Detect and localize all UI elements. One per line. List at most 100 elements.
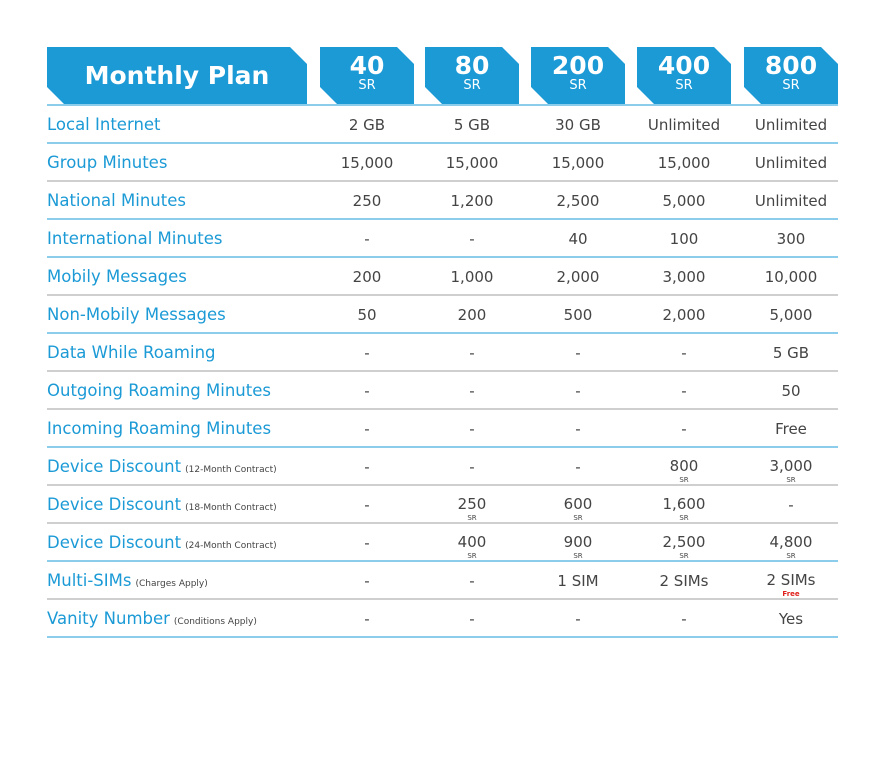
table-cell: - — [637, 600, 731, 638]
table-cell: 40 — [531, 220, 625, 258]
table-row: Local Internet 2 GB 5 GB 30 GB Unlimited Unli… — [47, 106, 838, 144]
row-label-text: Mobily Messages — [47, 267, 187, 286]
row-divider — [47, 142, 838, 144]
row-divider — [47, 560, 838, 562]
row-label: Non-Mobily Messages — [47, 296, 226, 334]
cell-value: - — [364, 610, 370, 628]
table-cell: 250 SR — [425, 486, 519, 522]
table-cell: - — [320, 600, 414, 638]
cell-value: 15,000 — [657, 154, 711, 172]
cell-value: 1,200 — [450, 192, 494, 210]
cell-value: - — [364, 382, 370, 400]
table-cell: 500 — [531, 296, 625, 334]
cell-subtext: SR — [679, 552, 689, 560]
row-label-note: (18-Month Contract) — [185, 503, 277, 513]
cell-value: - — [681, 382, 687, 400]
row-label: Device Discount (18-Month Contract) — [47, 486, 277, 527]
cell-value: - — [681, 610, 687, 628]
table-cell: 900 SR — [531, 524, 625, 560]
cell-subtext: SR — [679, 514, 689, 522]
cell-value: Yes — [778, 610, 804, 628]
table-cell: - — [425, 448, 519, 486]
table-cell: Unlimited — [744, 182, 838, 220]
table-cell: 3,000 SR — [744, 448, 838, 484]
table-cell: 2,500 SR — [637, 524, 731, 560]
table-row: Non-Mobily Messages 50 200 500 2,000 5,000 — [47, 296, 838, 334]
cell-value: - — [364, 534, 370, 552]
table-cell: 2,000 — [637, 296, 731, 334]
cell-subtext: Free — [782, 590, 800, 598]
cell-value: 900 — [563, 533, 593, 551]
cell-value: - — [364, 458, 370, 476]
cell-subtext: SR — [679, 476, 689, 484]
cell-value: 15,000 — [551, 154, 605, 172]
cell-value: 250 — [457, 495, 487, 513]
table-cell: 4,800 SR — [744, 524, 838, 560]
cell-value: Unlimited — [754, 116, 828, 134]
table-cell: 50 — [744, 372, 838, 410]
table-cell: - — [744, 486, 838, 524]
table-cell: - — [320, 562, 414, 600]
table-cell: 5,000 — [637, 182, 731, 220]
table-row: Vanity Number (Conditions Apply) - - - - Yes — [47, 600, 838, 638]
table-cell: - — [531, 372, 625, 410]
row-label-text: Non-Mobily Messages — [47, 305, 226, 324]
cell-value: 5 GB — [453, 116, 491, 134]
table-cell: 5 GB — [744, 334, 838, 372]
cell-value: 2,000 — [556, 268, 600, 286]
table-cell: - — [531, 600, 625, 638]
table-cell: 3,000 — [637, 258, 731, 296]
cell-value: 15,000 — [340, 154, 394, 172]
cell-value: - — [681, 420, 687, 438]
plan-currency: SR — [675, 78, 693, 93]
cell-value: - — [788, 496, 794, 514]
cell-subtext: SR — [573, 514, 583, 522]
table-cell: 15,000 — [531, 144, 625, 182]
table-cell: 600 SR — [531, 486, 625, 522]
cell-value: Unlimited — [754, 154, 828, 172]
cell-value: Unlimited — [647, 116, 721, 134]
cell-value: 3,000 — [769, 457, 813, 475]
cell-value: 2,500 — [662, 533, 706, 551]
table-row: Group Minutes 15,000 15,000 15,000 15,000 Unl… — [47, 144, 838, 182]
table-row: Outgoing Roaming Minutes - - - - 50 — [47, 372, 838, 410]
table-cell: Unlimited — [744, 144, 838, 182]
plan-header-800: 800 SR — [744, 47, 838, 104]
plan-header-40: 40 SR — [320, 47, 414, 104]
row-label-text: International Minutes — [47, 229, 223, 248]
table-row: Data While Roaming - - - - 5 GB — [47, 334, 838, 372]
table-cell: - — [320, 448, 414, 486]
table-cell: 2 GB — [320, 106, 414, 144]
cell-value: 300 — [776, 230, 806, 248]
row-divider — [47, 522, 838, 524]
table-cell: 300 — [744, 220, 838, 258]
table-cell: 2,500 — [531, 182, 625, 220]
row-label: Outgoing Roaming Minutes — [47, 372, 271, 410]
table-cell: - — [320, 410, 414, 448]
row-label-text: Multi-SIMs — [47, 571, 132, 590]
table-cell: 1,600 SR — [637, 486, 731, 522]
table-cell: 800 SR — [637, 448, 731, 484]
table-row: Multi-SIMs (Charges Apply) - -1 SIM 2 SIMs 2 … — [47, 562, 838, 600]
table-cell: 15,000 — [320, 144, 414, 182]
row-label: Group Minutes — [47, 144, 167, 182]
cell-value: 400 — [457, 533, 487, 551]
cell-subtext: SR — [467, 552, 477, 560]
row-label: Vanity Number (Conditions Apply) — [47, 600, 257, 641]
cell-value: - — [364, 344, 370, 362]
table-cell: - — [320, 486, 414, 524]
cell-value: - — [575, 420, 581, 438]
cell-value: 50 — [357, 306, 377, 324]
row-divider — [47, 636, 838, 638]
table-cell: Free — [744, 410, 838, 448]
cell-value: Free — [775, 420, 807, 438]
cell-value: 250 — [352, 192, 382, 210]
cell-value: 600 — [563, 495, 593, 513]
table-cell: - — [425, 334, 519, 372]
table-cell: 100 — [637, 220, 731, 258]
row-label-note: (Conditions Apply) — [173, 617, 257, 627]
table-cell: Yes — [744, 600, 838, 638]
row-label-note: (24-Month Contract) — [185, 541, 277, 551]
table-row: Device Discount (24-Month Contract) -400 SR… — [47, 524, 838, 562]
plan-header-400: 400 SR — [637, 47, 731, 104]
